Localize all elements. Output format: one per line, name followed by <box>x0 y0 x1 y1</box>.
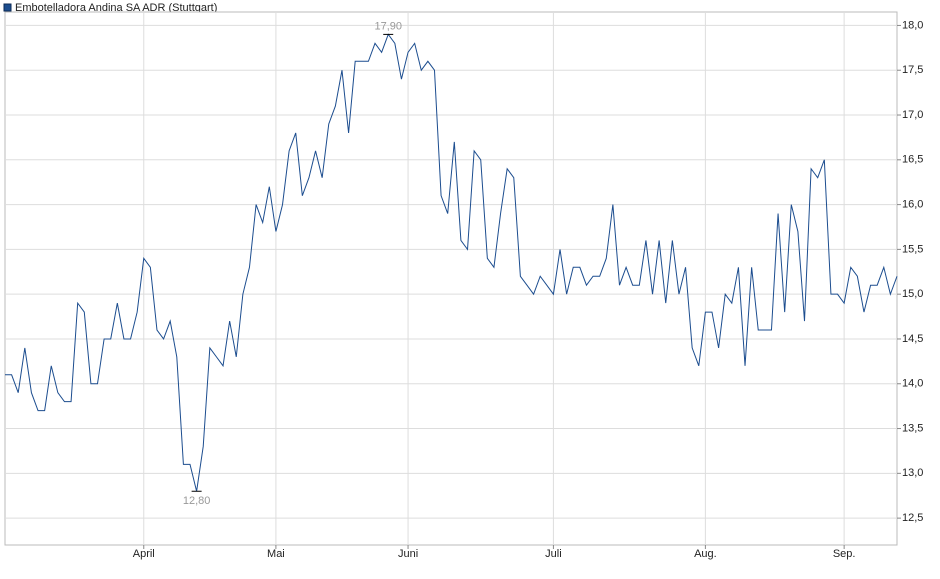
y-tick-label: 15,5 <box>902 243 923 255</box>
y-tick-label: 16,5 <box>902 154 923 166</box>
x-tick-label: Juli <box>545 548 562 560</box>
y-tick-label: 14,5 <box>902 333 923 345</box>
x-tick-label: Aug. <box>694 548 717 560</box>
plot-area <box>4 11 898 546</box>
y-tick-label: 18,0 <box>902 19 923 31</box>
y-tick-label: 12,5 <box>902 512 923 524</box>
extreme-label: 12,80 <box>183 495 211 507</box>
x-tick-label: April <box>133 548 155 560</box>
x-tick-label: Juni <box>398 548 418 560</box>
y-tick-label: 13,5 <box>902 422 923 434</box>
legend-label: Embotelladora Andina SA ADR (Stuttgart) <box>15 2 217 14</box>
y-tick-label: 17,0 <box>902 109 923 121</box>
legend-swatch <box>3 3 12 12</box>
y-tick-label: 16,0 <box>902 199 923 211</box>
y-tick-label: 13,0 <box>902 467 923 479</box>
x-tick-label: Sep. <box>833 548 856 560</box>
extreme-label: 17,90 <box>374 20 402 32</box>
price-line <box>5 33 898 492</box>
y-tick-label: 17,5 <box>902 64 923 76</box>
y-tick-label: 15,0 <box>902 288 923 300</box>
y-tick-label: 14,0 <box>902 378 923 390</box>
x-tick-label: Mai <box>267 548 285 560</box>
